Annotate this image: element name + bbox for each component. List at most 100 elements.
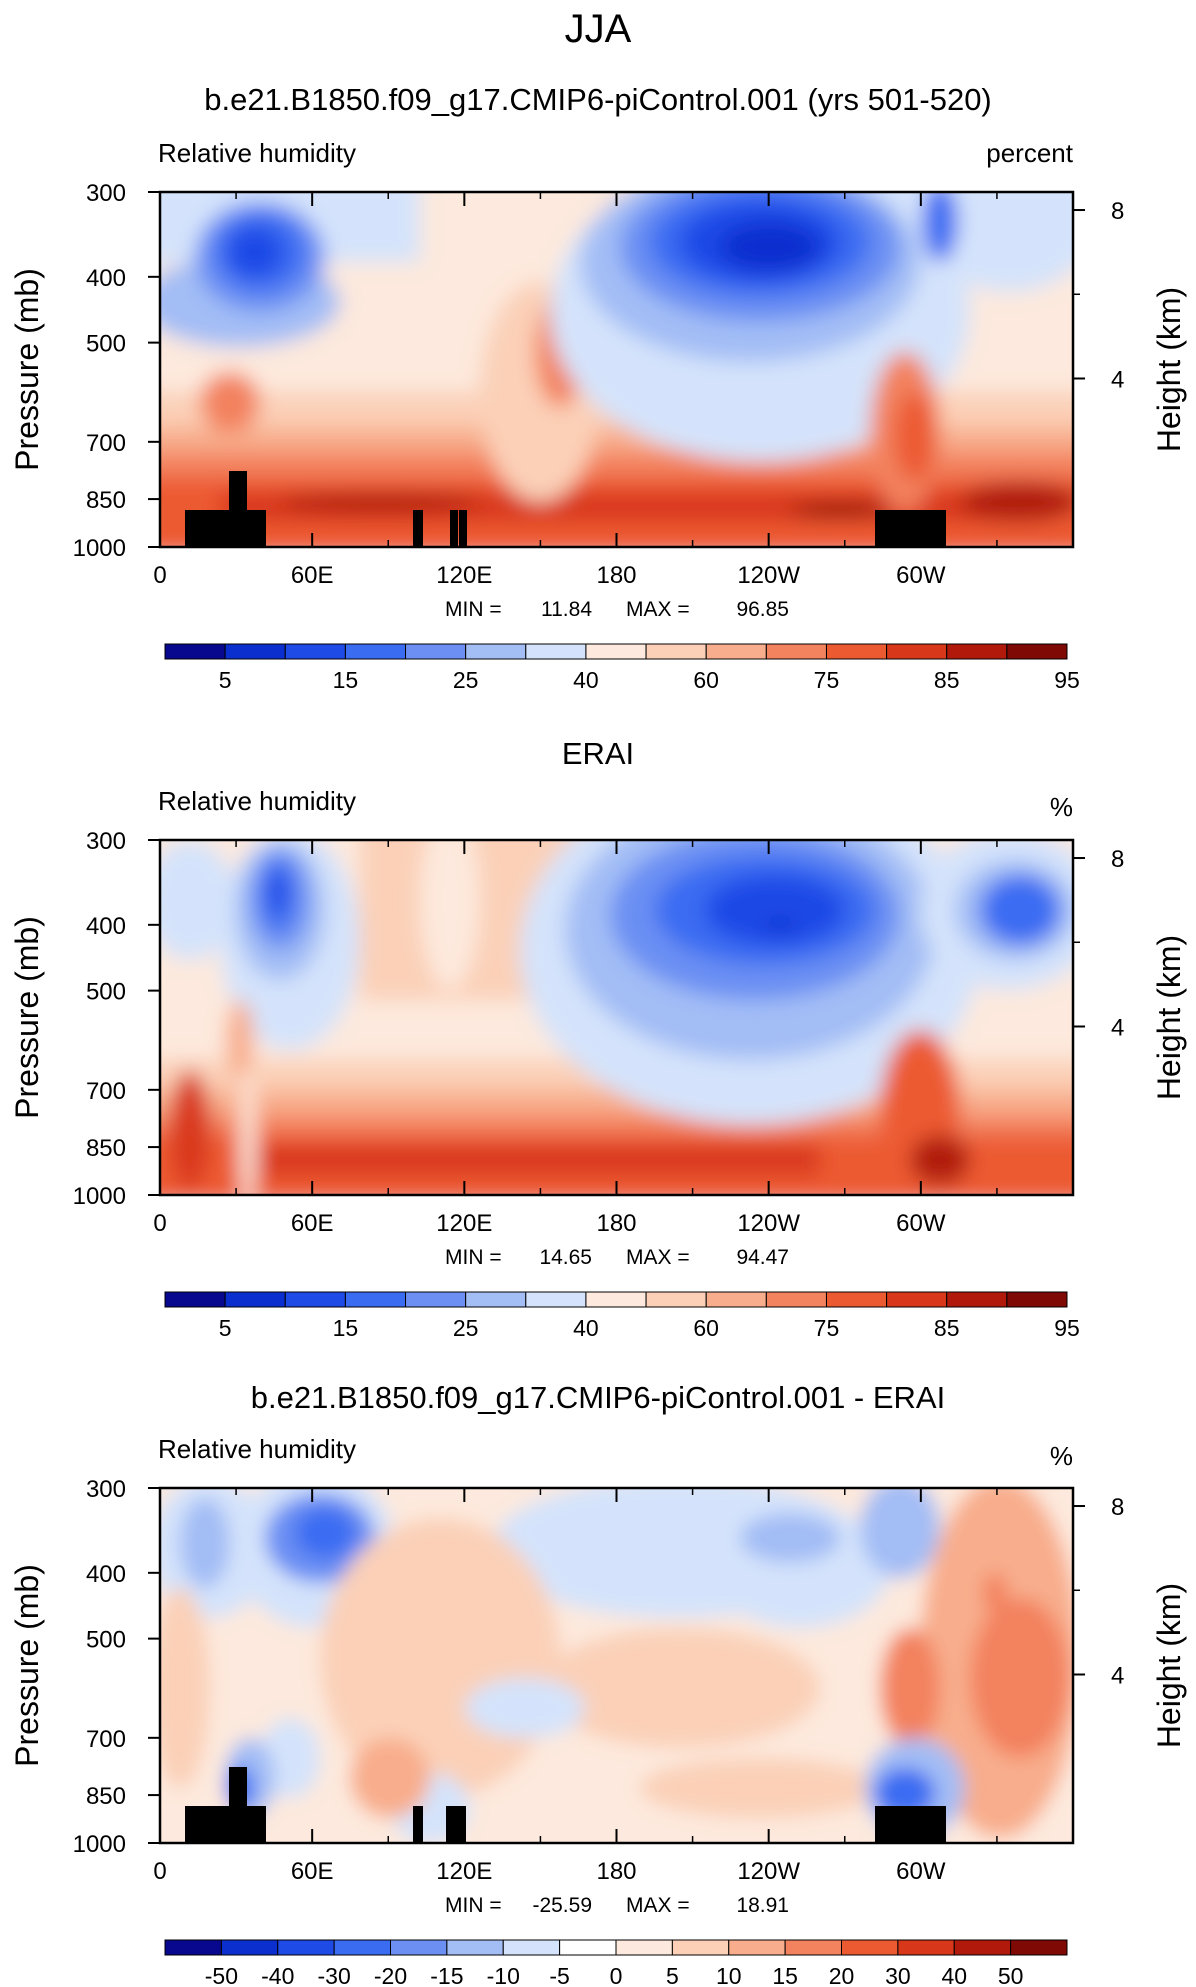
panel-erai-max-value: 94.47 <box>736 1246 789 1269</box>
panel-model-y-tick-label: 700 <box>86 430 126 457</box>
panel-diff-min-label: MIN = <box>445 1894 502 1917</box>
panel-diff-y-tick-label: 400 <box>86 1561 126 1588</box>
panel-erai-axes: 0 60E 120E 180 120W 60W 300 400 500 700 850 1000 8 4 P… <box>9 828 1187 1341</box>
panel-erai-colorbar-label: 15 <box>333 1315 359 1341</box>
panel-diff-colorbar-swatch <box>953 1939 1012 1956</box>
panel-model-colorbar-label: 60 <box>693 667 719 693</box>
panel-model-colorbar-swatch <box>825 643 888 660</box>
panel-model-y-tick-label: 500 <box>86 331 126 358</box>
panel-erai-colorbar-swatch <box>765 1291 827 1308</box>
panel-model-colorbar-label: 25 <box>453 667 479 693</box>
panel-model-colorbar-swatch <box>645 643 707 660</box>
panel-erai-y2-tick-label: 8 <box>1111 846 1124 873</box>
panel-erai-colorbar-swatch <box>284 1291 346 1308</box>
panel-diff-colorbar-swatch <box>671 1939 730 1956</box>
panel-diff-ylabel: Pressure (mb) <box>9 1564 45 1767</box>
panel-erai-colorbar-swatch <box>645 1291 707 1308</box>
panel-diff-colorbar-swatch <box>841 1939 899 1956</box>
panel-erai-plot-area <box>160 840 1073 1195</box>
panel-diff-axes: 0 60E 120E 180 120W 60W300400500700850100084P… <box>9 1476 1187 1987</box>
panel-erai-y-tick-label: 1000 <box>73 1183 126 1210</box>
panel-model-min-label: MIN = <box>445 598 502 621</box>
panel-model-y-tick-label: 1000 <box>73 535 126 562</box>
panel-diff-x-tick-label: 180 <box>596 1858 636 1885</box>
panel-erai-ylabel2: Height (km) <box>1151 935 1187 1100</box>
panel-diff-colorbar-swatch <box>615 1939 673 1956</box>
panel-erai-y-tick-label: 400 <box>86 913 126 940</box>
panel-model-colorbar-swatch <box>765 643 827 660</box>
panel-diff-colorbar-label: -15 <box>430 1963 463 1987</box>
panel-erai-colorbar-label: 25 <box>453 1315 479 1341</box>
panel-diff-max-label: MAX = <box>626 1894 690 1917</box>
panel-diff-land-mask <box>185 1767 946 1843</box>
panel-diff-y-tick-label: 850 <box>86 1783 126 1810</box>
panel-erai-colorbar-label: 75 <box>814 1315 840 1341</box>
panel-diff-colorbar-label: -40 <box>261 1963 294 1987</box>
panel-diff-y-tick-label: 700 <box>86 1726 126 1753</box>
panel-model-colorbar-swatch <box>585 643 647 660</box>
panel-diff-colorbar-swatch <box>784 1939 842 1956</box>
panel-model-y-tick-label: 400 <box>86 265 126 292</box>
panel-diff-x-tick-label: 120W <box>737 1858 800 1885</box>
panel-model-colorbar-label: 15 <box>333 667 359 693</box>
panel-erai-right-label: % <box>1050 792 1073 822</box>
panel-diff-colorbar-label: 0 <box>610 1963 623 1987</box>
panel-erai-x-tick-label: 60E <box>291 1210 334 1237</box>
panel-erai-y2-tick-label: 4 <box>1111 1015 1124 1042</box>
panel-erai-colorbar-swatch <box>344 1291 407 1308</box>
panel-diff-right-label: % <box>1050 1441 1073 1471</box>
panel-diff-colorbar-label: -50 <box>205 1963 238 1987</box>
panel-model-max-label: MAX = <box>626 598 690 621</box>
panel-model-colorbar-label: 40 <box>573 667 599 693</box>
panel-model-y-tick-label: 300 <box>86 180 126 207</box>
panel-diff-left-label: Relative humidity <box>158 1434 356 1464</box>
panel-diff-colorbar-swatch <box>164 1939 222 1956</box>
panel-diff-y-tick-label: 500 <box>86 1627 126 1654</box>
panel-model-colorbar-swatch <box>1006 643 1068 660</box>
panel-model-y2-tick-label: 8 <box>1111 198 1124 225</box>
panel-diff-colorbar-swatch <box>897 1939 955 1956</box>
panel-model-colorbar-swatch <box>284 643 346 660</box>
panel-erai-title: ERAI <box>562 736 634 771</box>
panel-model-x-tick-label: 0 <box>153 562 166 589</box>
panel-erai-colorbar-swatch <box>405 1291 467 1308</box>
panel-model-colorbar-swatch <box>224 643 286 660</box>
panel-diff-title: b.e21.B1850.f09_g17.CMIP6-piControl.001 … <box>251 1380 945 1415</box>
panel-model-ylabel: Pressure (mb) <box>9 268 45 471</box>
panel-model-colorbar-label: 95 <box>1054 667 1080 693</box>
panel-diff-x-tick-label: 60E <box>291 1858 334 1885</box>
panel-diff-x-tick-label: 0 <box>153 1858 166 1885</box>
panel-erai-colorbar-swatch <box>946 1291 1008 1308</box>
panel-erai-min-value: 14.65 <box>539 1246 592 1269</box>
panel-erai-colorbar-swatch <box>465 1291 527 1308</box>
panel-model-colorbar-swatch <box>946 643 1008 660</box>
panel-diff-colorbar-label: -5 <box>549 1963 569 1987</box>
panel-diff-y-tick-label: 300 <box>86 1476 126 1503</box>
panel-erai-x-tick-label: 0 <box>153 1210 166 1237</box>
panel-erai-colorbar-label: 60 <box>693 1315 719 1341</box>
panel-diff-colorbar-swatch <box>1010 1939 1068 1956</box>
panel-model-right-label: percent <box>986 138 1073 168</box>
panel-model-colorbar-label: 75 <box>814 667 840 693</box>
panel-erai-colorbar-label: 95 <box>1054 1315 1080 1341</box>
panel-erai-x-tick-label: 60W <box>896 1210 946 1237</box>
panel-diff-colorbar-label: 20 <box>829 1963 855 1987</box>
panel-model-x-tick-label: 60E <box>291 562 334 589</box>
panel-diff-y2-tick-label: 4 <box>1111 1663 1124 1690</box>
panel-model-colorbar-swatch <box>525 643 587 660</box>
panel-erai-colorbar-swatch <box>705 1291 767 1308</box>
panel-diff-ylabel2: Height (km) <box>1151 1583 1187 1748</box>
panel-model-min-value: 11.84 <box>541 598 592 621</box>
panel-model-x-tick-label: 180 <box>596 562 636 589</box>
panel-diff-colorbar-swatch <box>390 1939 448 1956</box>
panel-diff-colorbar-label: 10 <box>716 1963 742 1987</box>
panel-erai-y-tick-label: 850 <box>86 1135 126 1162</box>
panel-diff-x-tick-label: 60W <box>896 1858 946 1885</box>
panel-diff-colorbar-label: 50 <box>998 1963 1024 1987</box>
panel-model-colorbar-swatch <box>405 643 467 660</box>
panel-erai-colorbar-swatch <box>224 1291 286 1308</box>
panel-erai-colorbar-swatch <box>164 1291 226 1308</box>
panel-model-x-tick-label: 120W <box>737 562 800 589</box>
panel-diff-max-value: 18.91 <box>736 1894 789 1917</box>
